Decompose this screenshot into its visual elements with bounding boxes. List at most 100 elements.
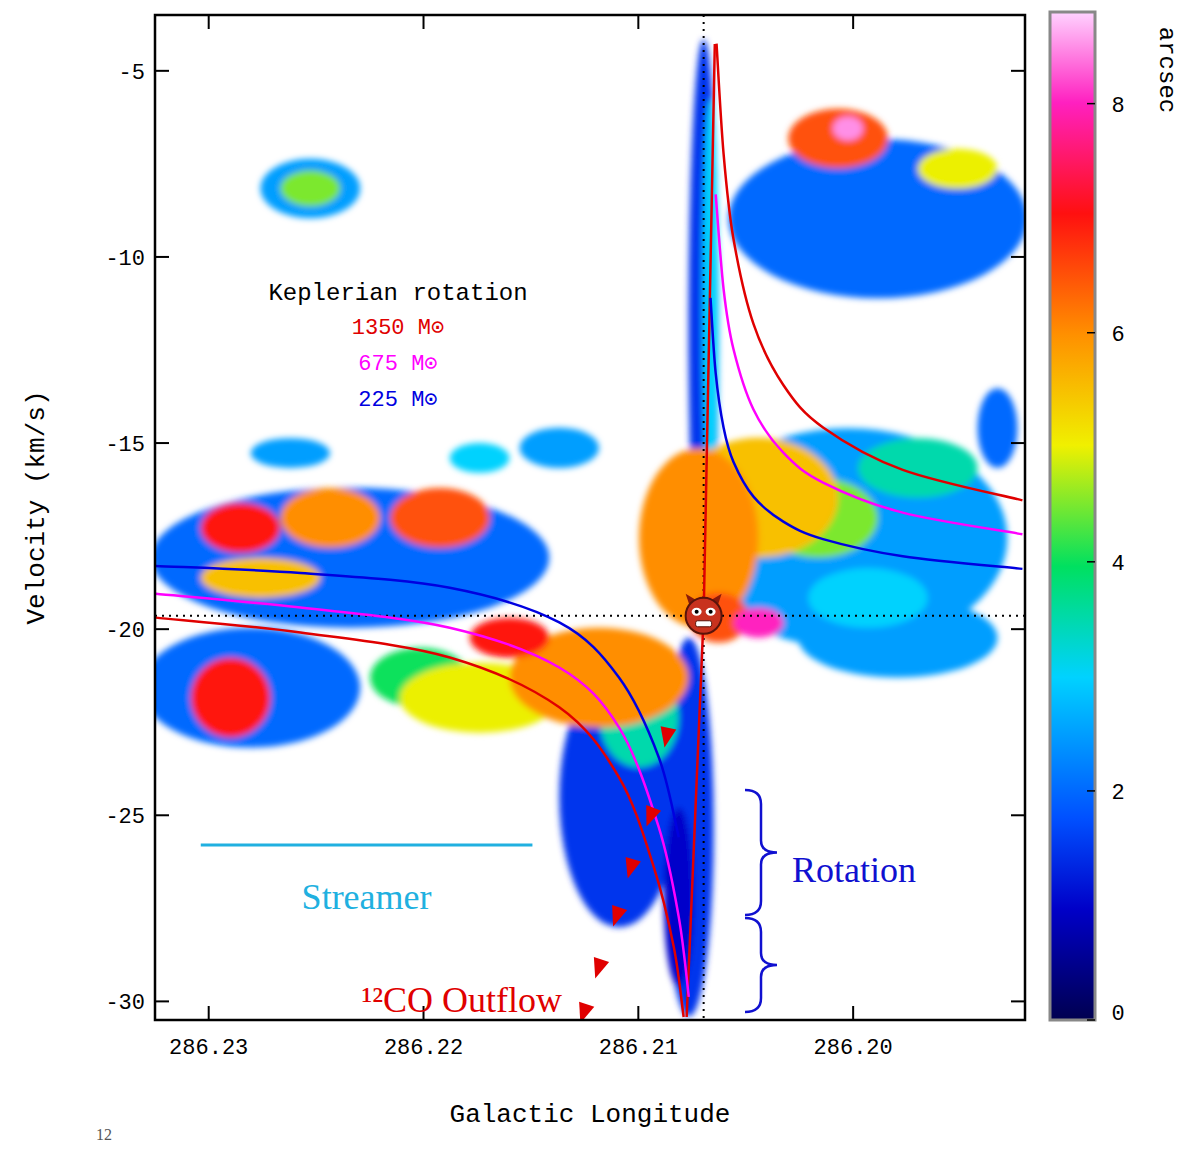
plot-frame	[155, 15, 1025, 1020]
x-axis-title: Galactic Longitude	[450, 1100, 731, 1130]
y-tick	[155, 70, 169, 72]
outflow-arrow	[594, 957, 609, 979]
keplerian-upper	[711, 298, 1023, 569]
emission-cell	[280, 488, 380, 548]
legend-entry: 225 M⊙	[358, 388, 437, 413]
y-tick-label: -5	[119, 61, 145, 86]
keplerian-lower	[156, 618, 684, 1017]
emission-cell	[201, 558, 320, 598]
emission-cell	[729, 139, 1025, 298]
x-tick-label: 286.22	[384, 1036, 463, 1061]
y-tick-label: -20	[105, 619, 145, 644]
colorbar-tick	[1087, 790, 1095, 792]
legend-title: Keplerian rotation	[268, 280, 527, 307]
emission-cell	[833, 117, 863, 141]
emission-cell	[978, 388, 1018, 468]
source-face	[686, 598, 722, 634]
y-tick-label: -15	[105, 433, 145, 458]
colorbar-tick-label: 2	[1111, 781, 1124, 806]
y-tick	[1011, 256, 1025, 258]
emission-cell	[251, 438, 330, 468]
streamer-line	[201, 844, 533, 847]
source-v-line	[155, 615, 1025, 617]
colorbar-tick-label: 8	[1111, 94, 1124, 119]
source-marker	[686, 594, 722, 634]
source-mouth	[696, 621, 712, 627]
outflow-arrow	[579, 1002, 594, 1020]
source-pupil	[709, 610, 713, 614]
y-tick-label: -30	[105, 991, 145, 1016]
y-tick	[1011, 814, 1025, 816]
x-tick	[208, 1006, 210, 1020]
emission-cell	[390, 488, 490, 548]
keplerian-upper	[717, 44, 1023, 501]
source-pupil	[695, 610, 699, 614]
x-tick-label: 286.23	[169, 1036, 248, 1061]
colorbar-tick	[1087, 103, 1095, 105]
y-tick	[1011, 628, 1025, 630]
emission-cell	[191, 658, 270, 738]
emission-cell	[733, 608, 783, 638]
y-tick	[155, 256, 169, 258]
emission-cell	[280, 171, 340, 207]
plot-area	[155, 15, 1025, 1020]
x-tick	[637, 15, 639, 29]
source-eye	[692, 608, 702, 616]
emission-cell	[788, 109, 888, 169]
colorbar-tick	[1087, 332, 1095, 334]
emission-cell	[450, 443, 510, 473]
emission-cell	[260, 159, 360, 219]
keplerian-upper	[716, 194, 1023, 534]
colorbar-tick-label: 6	[1111, 323, 1124, 348]
outflow-label: ¹²CO Outflow	[361, 980, 562, 1020]
y-axis-title: Velocity (km/s)	[22, 390, 52, 624]
y-tick	[155, 628, 169, 630]
keplerian-lower	[156, 566, 679, 837]
x-tick	[852, 1006, 854, 1020]
colorbar-frame	[1050, 12, 1095, 1020]
outflow-arrow	[612, 905, 627, 927]
outflow-arrow	[626, 857, 641, 878]
colorbar-tick	[1087, 561, 1095, 563]
rotation-brace	[745, 790, 777, 915]
emission-cell	[155, 488, 549, 628]
emission-cell	[808, 568, 927, 628]
colorbar-tick-label: 4	[1111, 552, 1124, 577]
emission-cell	[858, 438, 977, 498]
x-tick-label: 286.21	[599, 1036, 678, 1061]
y-tick-label: -25	[105, 805, 145, 830]
y-tick	[1011, 1000, 1025, 1002]
colorbar-tick	[1087, 1019, 1095, 1021]
keplerian-lower	[156, 594, 689, 997]
chart: 286.23 286.22 286.21 286.20 -5 -10 -15 -20 -25 -3…	[0, 0, 1192, 1150]
emission	[155, 39, 1025, 1016]
emission-cell	[918, 149, 997, 189]
colorbar	[1050, 12, 1095, 1020]
rotation-brace	[745, 918, 777, 1012]
x-tick	[852, 15, 854, 29]
x-tick-label: 286.20	[814, 1036, 893, 1061]
y-tick	[155, 814, 169, 816]
streamer-label: Streamer	[302, 877, 432, 917]
legend-entry: 1350 M⊙	[352, 316, 444, 341]
source-eye	[706, 608, 716, 616]
y-tick	[155, 1000, 169, 1002]
y-tick	[1011, 70, 1025, 72]
x-tick	[423, 15, 425, 29]
legend-entry: 675 M⊙	[358, 352, 437, 377]
rotation-label: Rotation	[792, 850, 916, 890]
x-tick	[637, 1006, 639, 1020]
footnote: 12	[96, 1126, 112, 1143]
colorbar-label: arcsec	[1153, 27, 1180, 113]
emission-cell	[470, 618, 549, 658]
y-tick	[1011, 442, 1025, 444]
emission-cell	[520, 428, 599, 468]
y-tick-label: -10	[105, 247, 145, 272]
colorbar-tick-label: 0	[1111, 1002, 1124, 1027]
emission-cell	[201, 503, 280, 553]
emission-cell	[155, 628, 360, 748]
outflow-arrow	[661, 726, 677, 747]
x-tick	[208, 15, 210, 29]
keplerian-spine	[687, 44, 715, 1017]
outflow-arrow	[646, 805, 661, 827]
